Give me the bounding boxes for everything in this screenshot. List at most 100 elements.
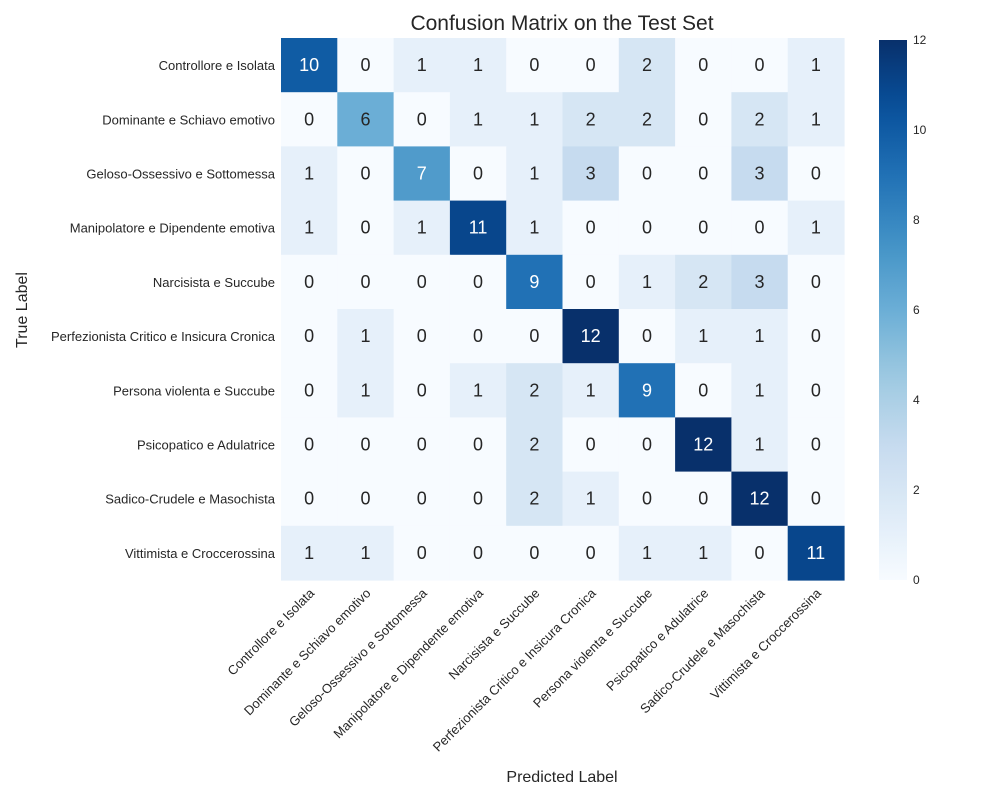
cell-value-r9-c2: 0 (417, 543, 427, 563)
heatmap-cell-r3-c5 (562, 200, 620, 256)
heatmap-cell-r9-c0 (281, 525, 338, 581)
x-tick-label-9: Vittimista e Croccerossina (707, 585, 824, 702)
cell-value-r2-c1: 0 (360, 164, 370, 184)
cell-value-r9-c3: 0 (473, 543, 483, 563)
cell-value-r2-c5: 3 (586, 164, 596, 184)
cell-value-r4-c2: 0 (417, 272, 427, 292)
cell-value-r3-c7: 0 (698, 218, 708, 238)
heatmap-cell-r4-c9 (787, 254, 845, 310)
cell-value-r3-c9: 1 (811, 218, 821, 238)
heatmap-cell-r3-c2 (393, 200, 451, 256)
cell-value-r8-c0: 0 (304, 489, 314, 509)
heatmap-cell-r7-c7 (675, 417, 732, 473)
cell-value-r2-c3: 0 (473, 164, 483, 184)
heatmap-cell-r1-c1 (337, 92, 395, 147)
cell-value-r8-c7: 0 (698, 489, 708, 509)
heatmap-cell-r9-c8 (731, 525, 789, 581)
cell-value-r1-c2: 0 (417, 109, 427, 129)
cell-value-r8-c2: 0 (417, 489, 427, 509)
heatmap-cell-r3-c9 (787, 200, 845, 256)
heatmap-cell-r7-c9 (787, 417, 845, 473)
y-tick-label-6: Persona violenta e Succube (113, 383, 275, 398)
cell-value-r1-c9: 1 (811, 109, 821, 129)
heatmap-cell-r8-c8 (731, 471, 789, 527)
y-tick-label-0: Controllore e Isolata (159, 58, 276, 73)
chart-title: Confusion Matrix on the Test Set (410, 12, 713, 35)
heatmap-cell-r4-c6 (618, 254, 676, 310)
cell-value-r6-c5: 1 (586, 380, 596, 400)
cell-value-r0-c2: 1 (417, 55, 427, 75)
cell-value-r6-c7: 0 (698, 380, 708, 400)
cell-value-r7-c7: 12 (693, 435, 713, 455)
cell-value-r5-c0: 0 (304, 326, 314, 346)
cell-value-r8-c3: 0 (473, 489, 483, 509)
heatmap-cell-r7-c5 (562, 417, 620, 473)
cell-value-r9-c8: 0 (755, 543, 765, 563)
heatmap-cell-r0-c5 (562, 38, 620, 93)
heatmap-cell-r7-c1 (337, 417, 395, 473)
colorbar-ticks: 0 2 4 6 8 10 12 (913, 33, 927, 587)
heatmap-cell-r6-c2 (393, 363, 451, 418)
heatmap-cell-r2-c3 (449, 146, 507, 202)
heatmap-cell-r3-c7 (675, 200, 732, 256)
heatmap-cell-r2-c7 (675, 146, 732, 202)
cell-value-r4-c5: 0 (586, 272, 596, 292)
cell-value-r4-c9: 0 (811, 272, 821, 292)
heatmap-cell-r0-c2 (393, 38, 451, 93)
heatmap-cell-r2-c0 (281, 146, 338, 202)
cell-value-r6-c2: 0 (417, 380, 427, 400)
cell-value-r7-c3: 0 (473, 435, 483, 455)
cell-value-r1-c8: 2 (755, 109, 765, 129)
cell-value-r5-c8: 1 (755, 326, 765, 346)
heatmap-cell-r1-c9 (787, 92, 845, 147)
cell-value-r7-c6: 0 (642, 435, 652, 455)
heatmap-cell-r4-c3 (449, 254, 507, 310)
heatmap-cell-r4-c5 (562, 254, 620, 310)
cell-value-r7-c8: 1 (755, 435, 765, 455)
heatmap-cell-r5-c9 (787, 309, 845, 364)
cell-value-r9-c9: 11 (807, 543, 826, 563)
colorbar-tick-3: 6 (913, 303, 920, 317)
heatmap-cell-r2-c2 (393, 146, 451, 202)
heatmap-cell-r3-c0 (281, 200, 338, 256)
heatmap-cell-r4-c4 (506, 254, 564, 310)
cell-value-r1-c5: 2 (586, 109, 596, 129)
colorbar-tick-6: 12 (913, 33, 927, 47)
heatmap-cell-r6-c7 (675, 363, 732, 418)
cell-value-r4-c0: 0 (304, 272, 314, 292)
heatmap-cell-r6-c8 (731, 363, 789, 418)
cell-value-r5-c4: 0 (529, 326, 539, 346)
heatmap-cell-r5-c2 (393, 309, 451, 364)
heatmap-cell-r5-c8 (731, 309, 789, 364)
heatmap-cell-r9-c1 (337, 525, 395, 581)
heatmap-cell-r9-c5 (562, 525, 620, 581)
heatmap-cell-r7-c4 (506, 417, 564, 473)
heatmap-cell-r4-c7 (675, 254, 732, 310)
cell-value-r5-c3: 0 (473, 326, 483, 346)
heatmap-cell-r2-c5 (562, 146, 620, 202)
cell-value-r3-c3: 11 (469, 218, 488, 238)
x-tick-label-6: Persona violenta e Succube (530, 586, 655, 711)
heatmap-cell-r7-c2 (393, 417, 451, 473)
cell-value-r0-c6: 2 (642, 55, 652, 75)
heatmap-cell-r3-c4 (506, 200, 564, 256)
cell-value-r0-c7: 0 (698, 55, 708, 75)
heatmap-cell-r6-c6 (618, 363, 676, 418)
cell-value-r3-c4: 1 (529, 218, 539, 238)
heatmap-cell-r4-c0 (281, 254, 338, 310)
heatmap-cell-r7-c8 (731, 417, 789, 473)
y-tick-labels: Controllore e Isolata Dominante e Schiavo… (51, 58, 276, 561)
y-tick-label-8: Sadico-Crudele e Masochista (105, 492, 276, 507)
heatmap-cell-r5-c5 (562, 309, 620, 364)
heatmap-cell-r6-c9 (787, 363, 845, 418)
y-tick-label-9: Vittimista e Croccerossina (125, 546, 276, 561)
cell-value-r7-c9: 0 (811, 435, 821, 455)
cell-value-r9-c4: 0 (529, 543, 539, 563)
cell-value-r0-c4: 0 (529, 55, 539, 75)
heatmap-cell-r3-c8 (731, 200, 789, 256)
heatmap-cell-r0-c7 (675, 38, 732, 93)
heatmap-cell-r8-c3 (449, 471, 507, 527)
cell-value-r5-c6: 0 (642, 326, 652, 346)
heatmap-cell-r8-c1 (337, 471, 395, 527)
